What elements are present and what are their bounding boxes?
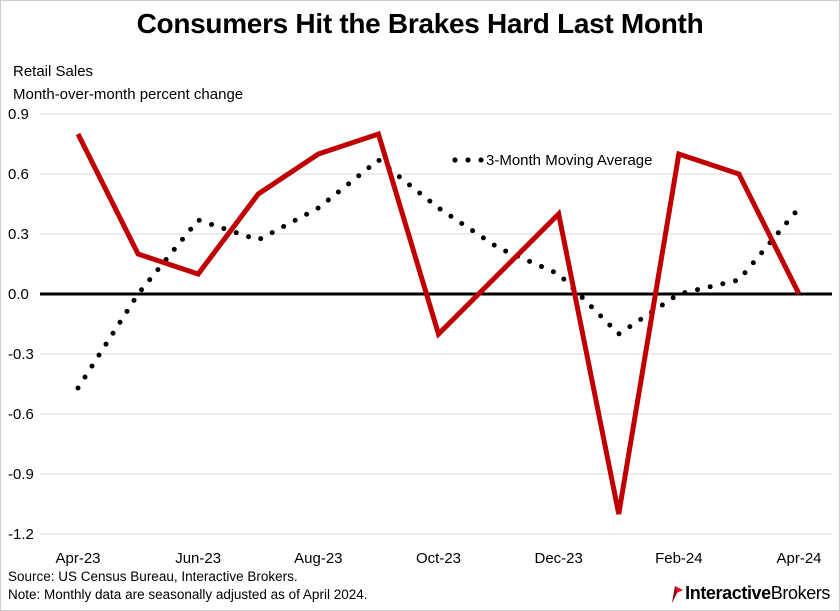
y-axis-label-line1: Retail Sales [13, 63, 94, 80]
logo-wordmark: InteractiveBrokers [685, 583, 830, 604]
retail-sales-line [75, 130, 802, 515]
y-tick-label: 0.9 [8, 106, 29, 123]
moving-average-line [75, 156, 802, 391]
x-tick-label: Feb-24 [655, 550, 703, 567]
logo-light: Brokers [770, 583, 831, 603]
brokers-flag-icon [672, 585, 684, 603]
interactive-brokers-logo: InteractiveBrokers [671, 583, 830, 604]
y-axis-label-line2: Month-over-month percent change [13, 86, 244, 103]
x-tick-label: Apr-23 [55, 550, 100, 567]
y-tick-label: -0.3 [8, 346, 34, 363]
y-tick-label: 0.3 [8, 226, 29, 243]
chart-title: Consumers Hit the Brakes Hard Last Month [136, 8, 704, 39]
x-tick-label: Dec-23 [534, 550, 582, 567]
x-tick-label: Jun-23 [175, 550, 221, 567]
x-tick-label: Aug-23 [294, 550, 342, 567]
y-tick-label: -0.6 [8, 406, 34, 423]
source-note: Source: US Census Bureau, Interactive Br… [8, 569, 298, 584]
legend-dot-marker [452, 157, 458, 163]
y-tick-label: 0.6 [8, 166, 29, 183]
y-tick-label: 0.0 [8, 286, 29, 303]
y-tick-label: -1.2 [8, 526, 34, 543]
legend-dot-marker [465, 157, 471, 163]
y-tick-label: -0.9 [8, 466, 34, 483]
logo-bold: Interactive [685, 583, 771, 603]
x-tick-label: Apr-24 [776, 550, 821, 567]
legend-dot-marker [478, 157, 484, 163]
footnote: Note: Monthly data are seasonally adjust… [8, 587, 368, 602]
legend-label: 3-Month Moving Average [486, 152, 653, 169]
x-tick-label: Oct-23 [416, 550, 461, 567]
